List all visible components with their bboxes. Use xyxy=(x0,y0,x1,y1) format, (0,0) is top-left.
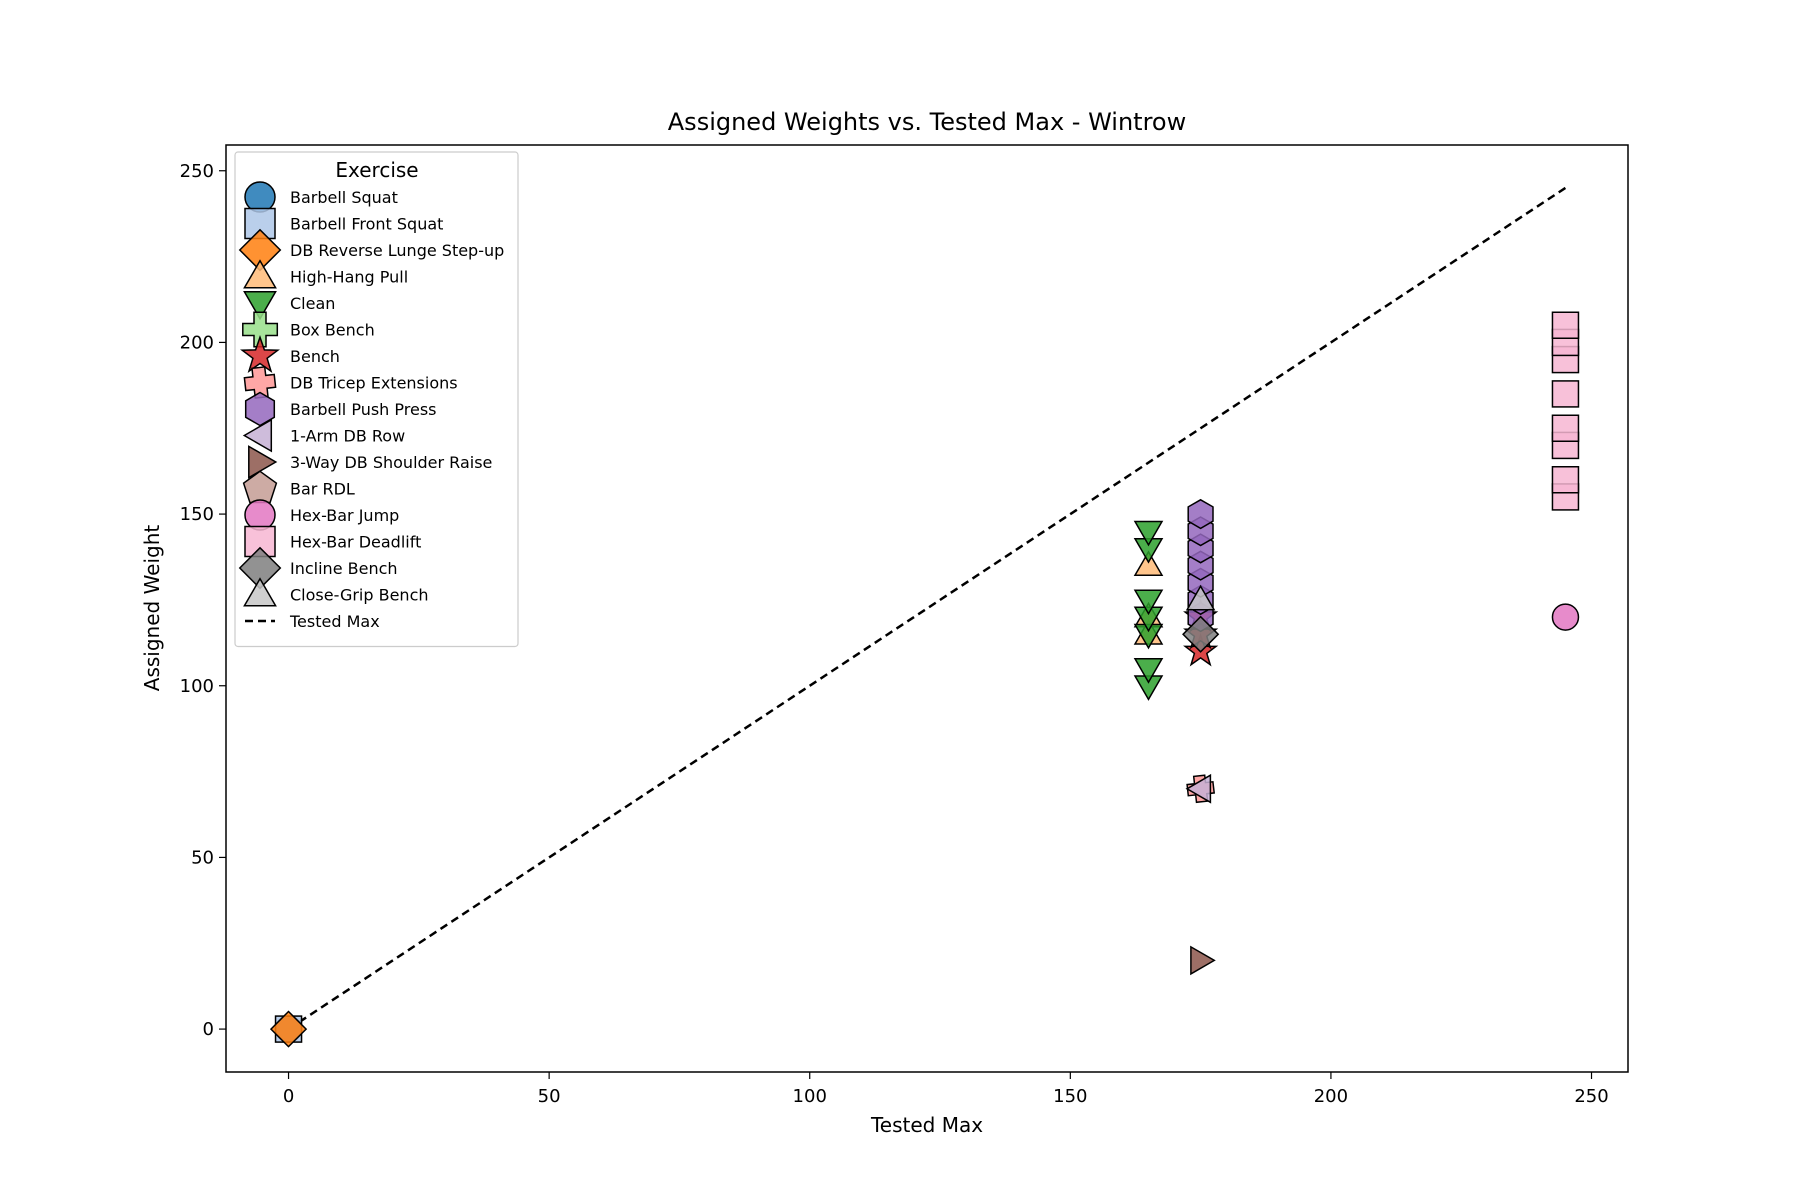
data-point xyxy=(1133,589,1164,616)
legend-entry-label: Barbell Front Squat xyxy=(290,215,443,234)
x-tick-label: 0 xyxy=(283,1086,294,1107)
legend-marker xyxy=(243,291,277,321)
legend: Exercise Barbell Squat Barbell Front Squat… xyxy=(234,151,519,648)
series-10 xyxy=(1190,945,1216,976)
x-axis-ticks: 0 50 100 150 200 250 xyxy=(283,1072,1609,1107)
y-axis-ticks: 0 50 100 150 200 250 xyxy=(180,161,226,1040)
data-point xyxy=(1133,520,1164,547)
legend-marker xyxy=(242,418,273,453)
series-12 xyxy=(1551,603,1580,631)
series-2 xyxy=(269,1010,308,1048)
data-point xyxy=(1551,311,1580,339)
y-tick-label: 50 xyxy=(191,847,214,868)
x-axis-label: Tested Max xyxy=(870,1113,983,1137)
x-tick-label: 150 xyxy=(1053,1086,1087,1107)
series-15 xyxy=(1185,584,1216,611)
legend-box xyxy=(234,151,519,648)
series-14 xyxy=(1182,615,1220,653)
data-point xyxy=(1187,498,1214,530)
series-13 xyxy=(1551,311,1580,511)
chart-title: Assigned Weights vs. Tested Max - Wintro… xyxy=(668,108,1186,136)
x-tick-label: 200 xyxy=(1314,1086,1348,1107)
legend-entry-label: Barbell Squat xyxy=(290,188,398,207)
y-tick-label: 200 xyxy=(180,332,214,353)
legend-entry-label: Bench xyxy=(290,347,340,366)
data-point xyxy=(1133,658,1164,684)
data-point xyxy=(1190,945,1216,976)
legend-entry-label: DB Reverse Lunge Step-up xyxy=(290,241,504,260)
data-point xyxy=(1185,773,1212,804)
y-tick-label: 150 xyxy=(180,504,214,525)
legend-entry-label: DB Tricep Extensions xyxy=(290,374,458,393)
data-point xyxy=(1551,414,1580,442)
legend-marker xyxy=(243,577,277,607)
data-point xyxy=(1185,584,1216,611)
legend-entry-label: High-Hang Pull xyxy=(290,268,408,287)
x-tick-label: 250 xyxy=(1574,1086,1608,1107)
y-tick-label: 250 xyxy=(180,161,214,182)
legend-entry-label: Hex-Bar Jump xyxy=(290,506,399,525)
legend-entry-label: Incline Bench xyxy=(290,559,398,578)
y-tick-label: 0 xyxy=(203,1019,214,1040)
series-4 xyxy=(1133,520,1164,701)
legend-marker xyxy=(244,391,276,427)
x-tick-label: 100 xyxy=(793,1086,827,1107)
legend-title: Exercise xyxy=(335,158,418,182)
tested-max-reference-line xyxy=(287,186,1567,1031)
legend-entry-label: 1-Arm DB Row xyxy=(290,427,405,446)
data-point xyxy=(1551,603,1580,631)
legend-entry-label: Barbell Push Press xyxy=(290,400,437,419)
legend-entry-label: Tested Max xyxy=(289,612,380,631)
legend-marker xyxy=(242,311,279,348)
legend-marker xyxy=(248,445,278,479)
legend-entry-label: Bar RDL xyxy=(290,480,355,499)
data-point xyxy=(1551,380,1580,408)
legend-marker xyxy=(244,181,276,213)
y-tick-label: 100 xyxy=(180,676,214,697)
legend-entry-label: Clean xyxy=(290,294,335,313)
plot-frame xyxy=(225,144,1629,1073)
legend-marker xyxy=(243,259,277,289)
legend-marker xyxy=(240,335,280,374)
series-8 xyxy=(1187,498,1214,633)
data-marks xyxy=(269,186,1580,1048)
legend-entry-label: 3-Way DB Shoulder Raise xyxy=(290,453,492,472)
legend-entry-label: Close-Grip Bench xyxy=(290,586,429,605)
x-tick-label: 50 xyxy=(538,1086,561,1107)
legend-entry-label: Hex-Bar Deadlift xyxy=(290,533,421,552)
legend-entry-label: Box Bench xyxy=(290,321,375,340)
data-point xyxy=(1182,615,1220,653)
series-9 xyxy=(1185,773,1212,804)
y-axis-label: Assigned Weight xyxy=(140,525,164,692)
legend-marker xyxy=(244,499,276,531)
data-point xyxy=(269,1010,308,1048)
data-point xyxy=(1551,466,1580,494)
